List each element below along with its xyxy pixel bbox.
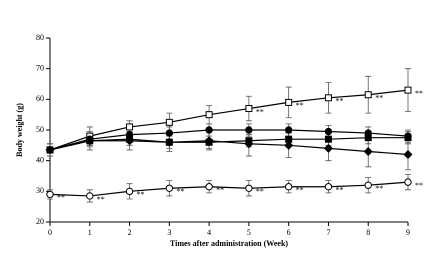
marker bbox=[404, 134, 412, 142]
y-axis-title: Body weight (g) bbox=[15, 103, 24, 157]
marker bbox=[364, 91, 372, 99]
marker bbox=[324, 94, 332, 102]
significance-label: ** bbox=[415, 89, 423, 98]
marker bbox=[85, 136, 95, 146]
marker bbox=[324, 135, 332, 143]
x-tick-label: 0 bbox=[48, 228, 52, 237]
y-tick-label: 20 bbox=[36, 217, 44, 226]
marker bbox=[245, 105, 253, 113]
series-line bbox=[49, 129, 409, 151]
marker bbox=[404, 178, 412, 186]
marker bbox=[205, 183, 213, 191]
y-tick-label: 80 bbox=[36, 33, 44, 42]
series-line bbox=[49, 181, 409, 197]
marker bbox=[205, 126, 213, 134]
x-tick-label: 2 bbox=[128, 228, 132, 237]
marker bbox=[363, 146, 373, 156]
significance-label: ** bbox=[375, 184, 383, 193]
significance-label: ** bbox=[57, 193, 65, 202]
y-tick-label: 40 bbox=[36, 155, 44, 164]
significance-label: ** bbox=[335, 186, 343, 195]
significance-label: ** bbox=[256, 187, 264, 196]
x-axis-title: Times after administration (Week) bbox=[170, 239, 288, 248]
x-tick-label: 6 bbox=[287, 228, 291, 237]
series-line bbox=[49, 137, 408, 151]
marker bbox=[324, 183, 333, 191]
marker bbox=[403, 150, 413, 160]
significance-label: ** bbox=[176, 187, 184, 196]
marker bbox=[245, 126, 253, 134]
significance-label: ** bbox=[335, 97, 343, 106]
significance-label: ** bbox=[296, 101, 304, 110]
marker bbox=[324, 127, 333, 136]
significance-label: ** bbox=[296, 186, 304, 195]
marker bbox=[46, 190, 54, 199]
significance-label: ** bbox=[375, 94, 383, 103]
series-line bbox=[49, 89, 409, 151]
marker bbox=[126, 123, 134, 131]
x-tick-label: 8 bbox=[366, 228, 370, 237]
y-tick-label: 50 bbox=[36, 125, 44, 134]
marker bbox=[125, 187, 134, 196]
marker bbox=[165, 129, 174, 137]
x-tick-label: 7 bbox=[326, 228, 330, 237]
x-tick-label: 4 bbox=[207, 228, 211, 237]
series-line bbox=[49, 140, 409, 156]
marker bbox=[165, 118, 173, 126]
x-tick-label: 9 bbox=[406, 228, 410, 237]
significance-label: ** bbox=[216, 186, 224, 195]
marker bbox=[244, 139, 254, 149]
marker bbox=[164, 137, 174, 147]
significance-label: ** bbox=[97, 195, 105, 204]
x-tick-label: 1 bbox=[88, 228, 92, 237]
marker bbox=[125, 136, 135, 146]
marker bbox=[364, 181, 372, 189]
marker bbox=[323, 143, 333, 153]
y-tick-label: 70 bbox=[36, 63, 44, 72]
significance-label: ** bbox=[256, 107, 264, 116]
marker bbox=[364, 134, 372, 142]
marker bbox=[45, 145, 55, 155]
marker bbox=[165, 184, 174, 192]
marker bbox=[285, 98, 293, 106]
x-tick-label: 5 bbox=[247, 228, 251, 237]
marker bbox=[284, 140, 294, 150]
significance-label: ** bbox=[137, 190, 145, 199]
marker bbox=[86, 192, 94, 200]
marker bbox=[284, 126, 293, 134]
x-tick-label: 3 bbox=[167, 228, 171, 237]
marker bbox=[204, 136, 214, 146]
marker bbox=[205, 111, 213, 119]
marker bbox=[245, 184, 253, 192]
marker bbox=[284, 183, 293, 191]
marker bbox=[404, 86, 412, 94]
significance-label: ** bbox=[415, 181, 423, 190]
y-tick-label: 60 bbox=[36, 94, 44, 103]
y-tick-label: 30 bbox=[36, 186, 44, 195]
